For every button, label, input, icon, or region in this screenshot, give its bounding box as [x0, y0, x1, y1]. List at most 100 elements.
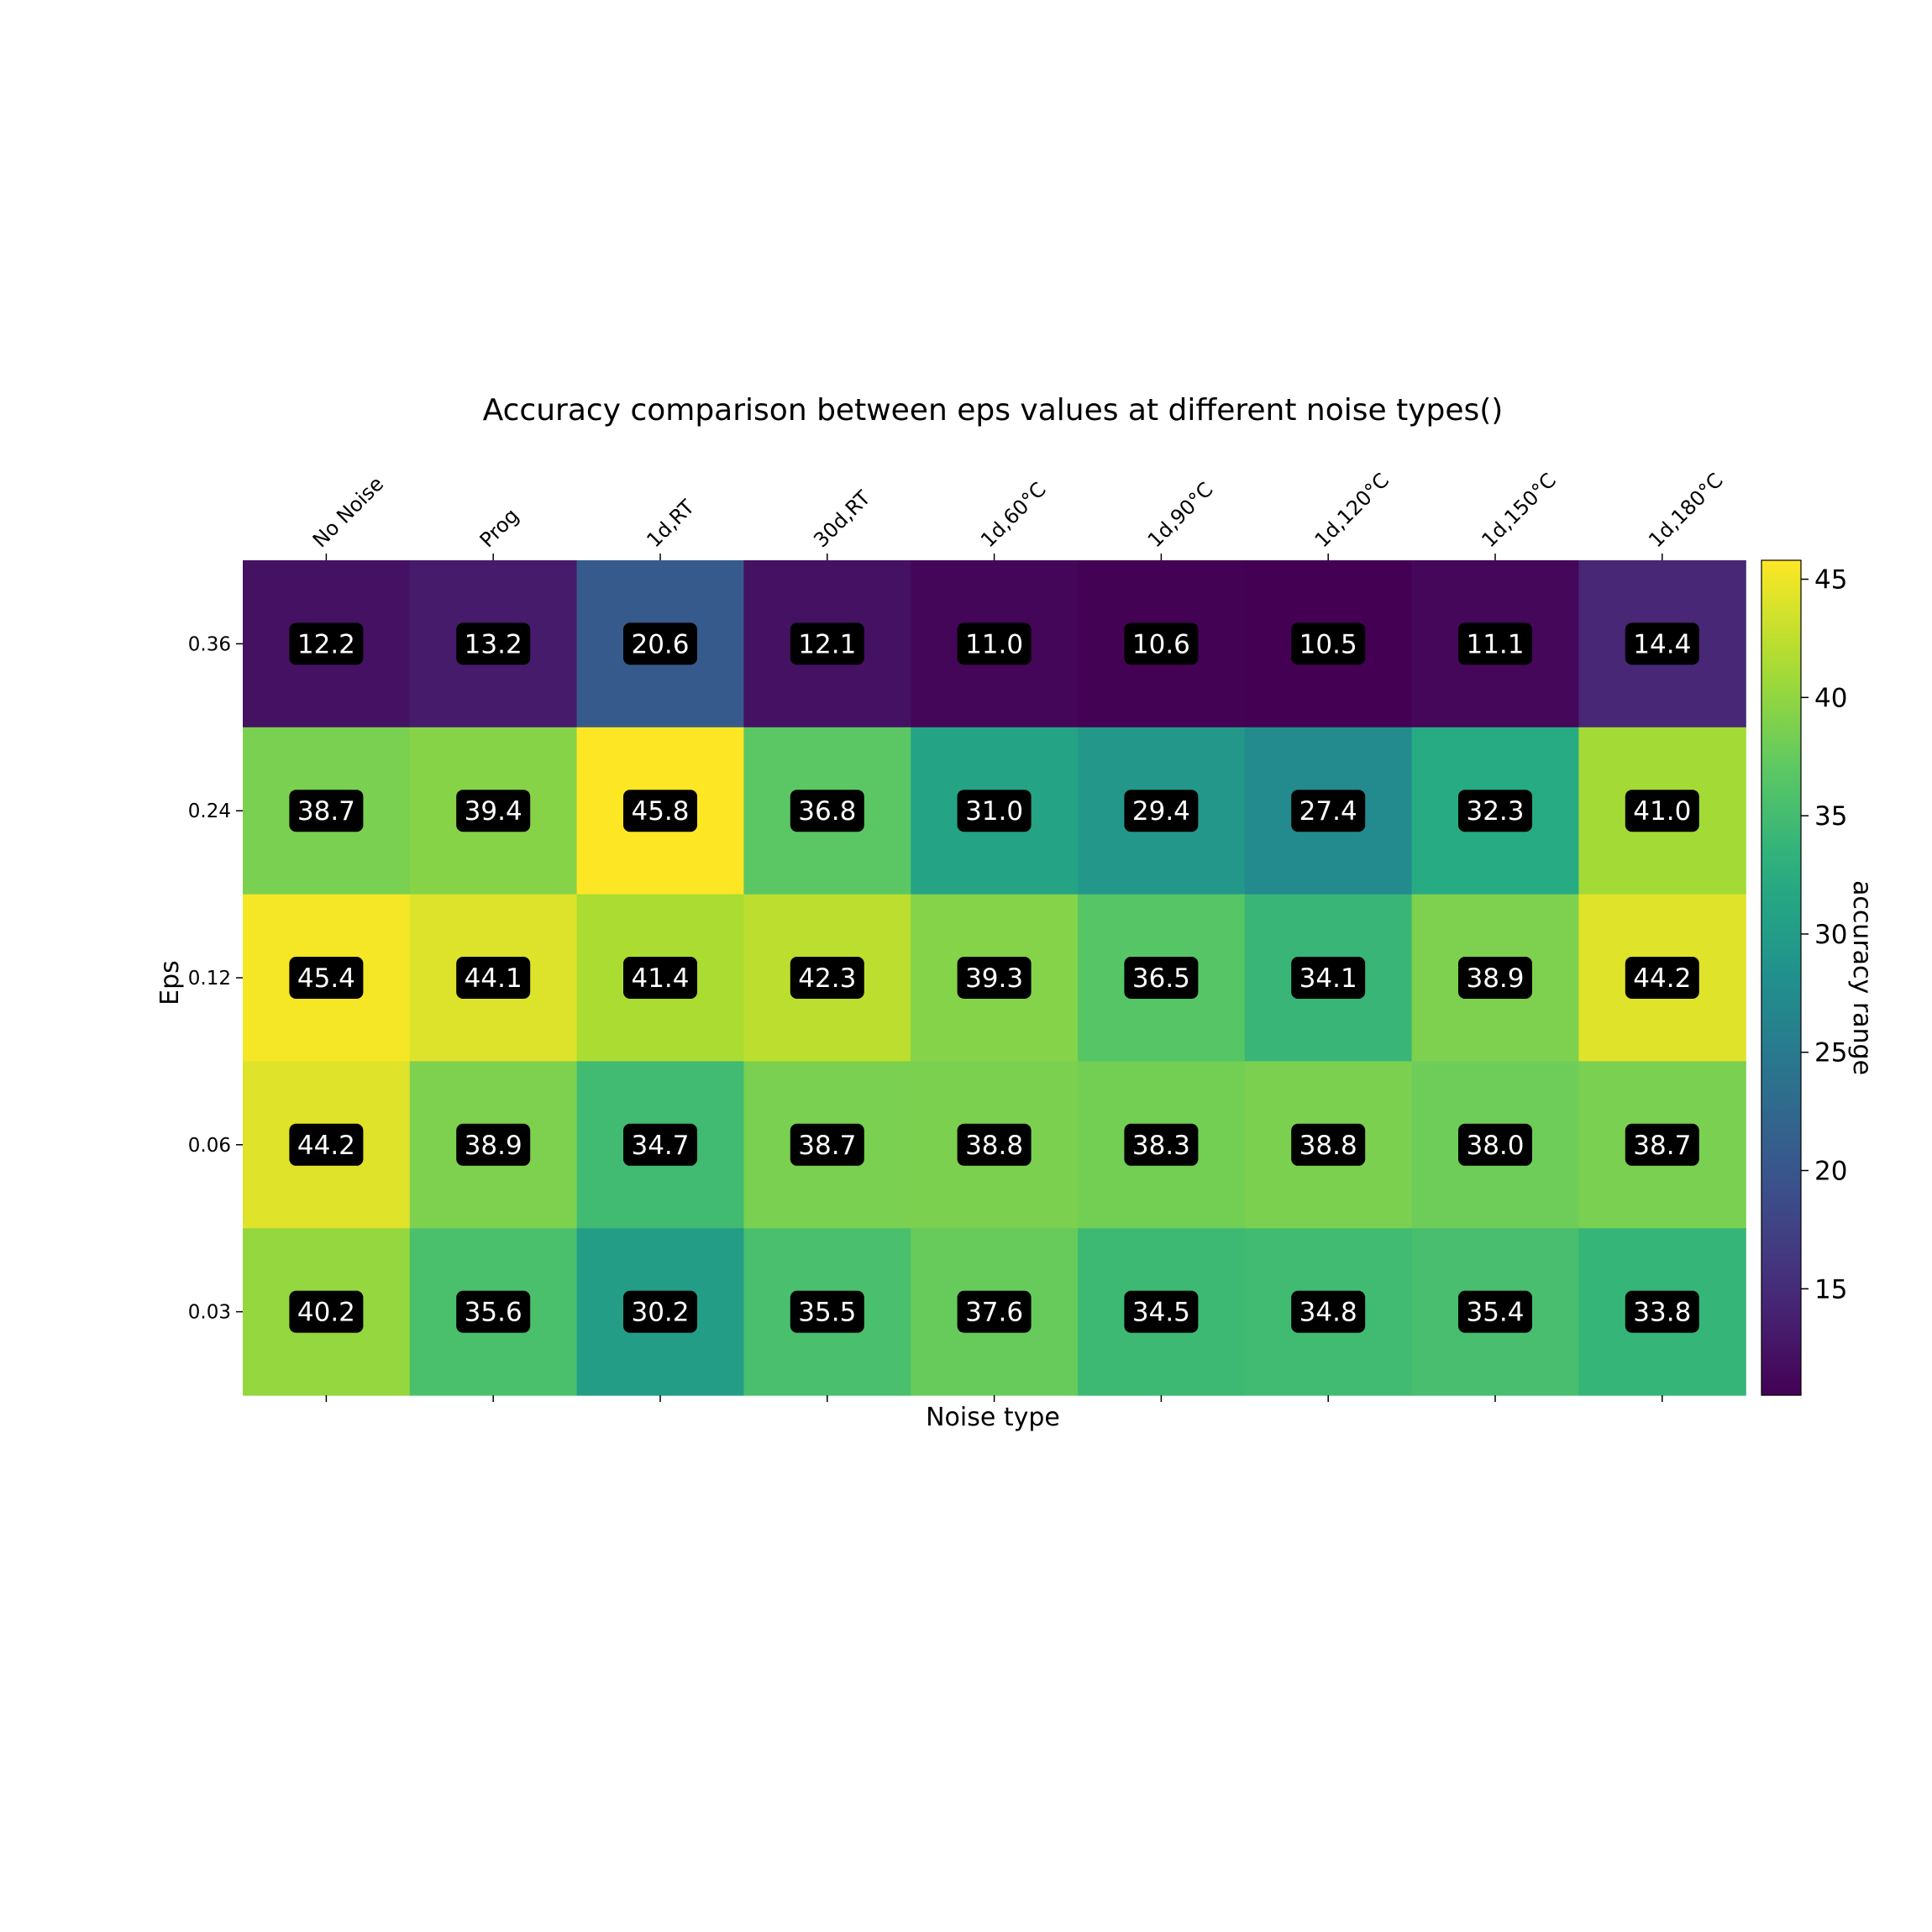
cell-label-box: [456, 1290, 531, 1333]
y-tick-label: 0.36: [188, 633, 231, 655]
cell-label-box: [1458, 1123, 1532, 1166]
cell-value-text: 29.4: [1132, 796, 1190, 827]
cell-label: 30.2: [623, 1290, 697, 1333]
cell-value-text: 11.1: [1466, 629, 1524, 659]
heatmap-cells: [243, 560, 1746, 1396]
cell-value-text: 14.4: [1633, 629, 1691, 659]
cell-value-text: 40.2: [297, 1298, 355, 1328]
cell-value-text: 45.4: [297, 963, 355, 994]
cell-value-text: 12.1: [798, 629, 856, 659]
cell-value-text: 44.2: [297, 1131, 355, 1161]
cell-label-box: [289, 1290, 364, 1333]
cell-label-box: [456, 622, 531, 665]
cell-label: 38.3: [1124, 1123, 1199, 1166]
cell-label-box: [790, 957, 864, 999]
cell-value-text: 38.3: [1132, 1131, 1190, 1161]
y-tick-label: 0.24: [188, 801, 231, 822]
cell-label: 38.8: [1291, 1123, 1366, 1166]
cell-value-text: 10.5: [1299, 629, 1357, 659]
colorbar-tick-label: 20: [1814, 1156, 1847, 1186]
cell-value-text: 13.2: [465, 629, 522, 659]
cell-value-text: 38.0: [1466, 1131, 1524, 1161]
cell-label: 38.8: [957, 1123, 1032, 1166]
cell-label-box: [790, 1123, 864, 1166]
cell-value-text: 39.3: [965, 963, 1023, 994]
cell-label-box: [1291, 622, 1366, 665]
colorbar-tick-label: 25: [1814, 1038, 1847, 1068]
cell-label: 34.1: [1291, 957, 1366, 999]
cell-label: 44.1: [456, 957, 531, 999]
cell-label-box: [1124, 1290, 1199, 1333]
x-axis-label: Noise type: [926, 1403, 1060, 1432]
colorbar-frame: [1761, 559, 1802, 1396]
cell-label-box: [1625, 1123, 1699, 1166]
cell-label: 40.2: [289, 1290, 364, 1333]
cell-value-text: 38.9: [1466, 963, 1524, 994]
cell-label: 31.0: [957, 790, 1032, 832]
cell-label: 38.7: [790, 1123, 864, 1166]
cell-label: 36.5: [1124, 957, 1199, 999]
colorbar-tick-label: 40: [1814, 683, 1847, 713]
colorbar: [1761, 560, 1801, 1395]
cell-value-labels: 12.2 13.2 20.6 12.1 11.0 10.6 10.5 11.1 14.4 38.7…: [289, 622, 1699, 1333]
cell-label-box: [957, 957, 1032, 999]
cell-value-text: 11.0: [965, 629, 1023, 659]
cell-label: 11.0: [957, 622, 1032, 665]
cell-label-box: [957, 622, 1032, 665]
colorbar-ticks: 15 20 25 30 35 40 45: [1761, 559, 1847, 1396]
cell-label: 38.9: [456, 1123, 531, 1166]
cell-label-box: [1625, 622, 1699, 665]
cell-label-box: [1291, 1290, 1366, 1333]
cell-label: 35.5: [790, 1290, 864, 1333]
cell-value-text: 38.8: [1299, 1131, 1357, 1161]
cell-label-box: [1458, 790, 1532, 832]
cell-label-box: [1458, 1290, 1532, 1333]
cell-label-box: [456, 790, 531, 832]
cell-label: 41.0: [1625, 790, 1699, 832]
cell-value-text: 10.6: [1132, 629, 1190, 659]
cell-value-text: 39.4: [465, 796, 522, 827]
cell-label: 34.7: [623, 1123, 697, 1166]
cell-value-text: 41.4: [631, 963, 689, 994]
cell-value-text: 31.0: [965, 796, 1023, 827]
cell-value-text: 34.7: [631, 1131, 689, 1161]
cell-label: 13.2: [456, 622, 531, 665]
cell-label: 29.4: [1124, 790, 1199, 832]
cell-label-box: [623, 1123, 697, 1166]
cell-value-text: 41.0: [1633, 796, 1691, 827]
cell-label-box: [289, 1123, 364, 1166]
cell-label-box: [1458, 622, 1532, 665]
cell-value-text: 20.6: [631, 629, 689, 659]
cell-label: 37.6: [957, 1290, 1032, 1333]
cell-value-text: 38.7: [297, 796, 355, 827]
cell-label-box: [623, 1290, 697, 1333]
cell-label: 36.8: [790, 790, 864, 832]
cell-label: 10.5: [1291, 622, 1366, 665]
cell-value-text: 34.1: [1299, 963, 1357, 994]
cell-label-box: [623, 957, 697, 999]
cell-label: 39.3: [957, 957, 1032, 999]
cell-label-box: [957, 1290, 1032, 1333]
cell-label: 11.1: [1458, 622, 1532, 665]
cell-label-box: [1291, 1123, 1366, 1166]
cell-label: 38.0: [1458, 1123, 1532, 1166]
cell-value-text: 42.3: [798, 963, 856, 994]
cell-value-text: 36.8: [798, 796, 856, 827]
cell-label: 44.2: [1625, 957, 1699, 999]
cell-value-text: 32.3: [1466, 796, 1524, 827]
cell-label: 45.4: [289, 957, 364, 999]
cell-label: 20.6: [623, 622, 697, 665]
cell-label: 45.8: [623, 790, 697, 832]
cell-label: 34.5: [1124, 1290, 1199, 1333]
colorbar-tick-label: 15: [1814, 1274, 1847, 1305]
cell-value-text: 38.7: [798, 1131, 856, 1161]
cell-value-text: 35.4: [1466, 1298, 1524, 1328]
cell-label-box: [1124, 957, 1199, 999]
cell-label-box: [790, 622, 864, 665]
colorbar-tick-label: 30: [1814, 920, 1847, 950]
cell-label-box: [1625, 957, 1699, 999]
cell-label-box: [1625, 790, 1699, 832]
cell-value-text: 34.5: [1132, 1298, 1190, 1328]
cell-label-box: [623, 790, 697, 832]
